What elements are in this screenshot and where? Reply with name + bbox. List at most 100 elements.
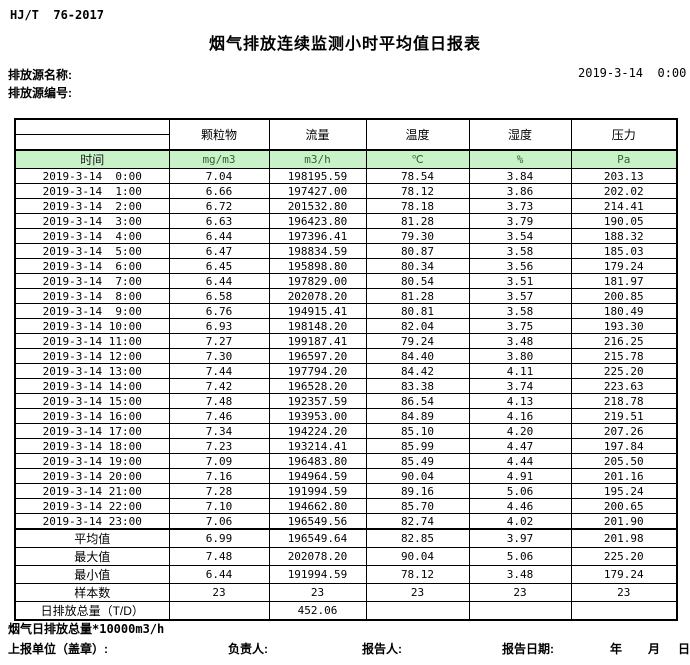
month-label: 月 bbox=[648, 642, 661, 656]
row-value: 193.30 bbox=[570, 318, 678, 334]
row-value: 7.48 bbox=[168, 393, 270, 409]
row-value: 4.11 bbox=[468, 363, 572, 379]
row-value: 194964.59 bbox=[268, 468, 367, 484]
unit-flow: m3/h bbox=[268, 149, 367, 169]
summary-value: 6.44 bbox=[168, 565, 270, 584]
summary-value: 202078.20 bbox=[268, 547, 367, 566]
summary-value: 201.98 bbox=[570, 528, 678, 548]
row-value: 4.20 bbox=[468, 423, 572, 439]
row-value: 6.47 bbox=[168, 243, 270, 259]
row-time: 2019-3-14 1:00 bbox=[14, 183, 170, 199]
row-time: 2019-3-14 20:00 bbox=[14, 468, 170, 484]
row-value: 79.30 bbox=[365, 228, 470, 244]
row-value: 216.25 bbox=[570, 333, 678, 349]
row-value: 6.44 bbox=[168, 273, 270, 289]
table-row: 2019-3-14 2:00 6.72 201532.80 78.18 3.73 214.… bbox=[14, 198, 678, 214]
table-row: 2019-3-14 7:00 6.44 197829.00 80.54 3.51 181.… bbox=[14, 273, 678, 289]
row-value: 81.28 bbox=[365, 213, 470, 229]
row-time: 2019-3-14 21:00 bbox=[14, 483, 170, 499]
row-value: 4.02 bbox=[468, 513, 572, 530]
table-row: 2019-3-14 13:00 7.44 197794.20 84.42 4.11 225… bbox=[14, 363, 678, 379]
row-value: 179.24 bbox=[570, 258, 678, 274]
row-value: 225.20 bbox=[570, 363, 678, 379]
row-value: 7.30 bbox=[168, 348, 270, 364]
row-value: 78.12 bbox=[365, 183, 470, 199]
summary-value: 196549.64 bbox=[268, 528, 367, 548]
summary-value: 3.97 bbox=[468, 528, 572, 548]
row-time: 2019-3-14 14:00 bbox=[14, 378, 170, 394]
row-value: 201.90 bbox=[570, 513, 678, 530]
table-row: 2019-3-14 1:00 6.66 197427.00 78.12 3.86 202.… bbox=[14, 183, 678, 199]
summary-value: 23 bbox=[570, 583, 678, 602]
row-value: 84.40 bbox=[365, 348, 470, 364]
row-value: 7.04 bbox=[168, 168, 270, 184]
row-time: 2019-3-14 2:00 bbox=[14, 198, 170, 214]
row-value: 78.18 bbox=[365, 198, 470, 214]
row-value: 6.44 bbox=[168, 228, 270, 244]
row-value: 3.75 bbox=[468, 318, 572, 334]
row-value: 205.50 bbox=[570, 453, 678, 469]
summary-row: 最大值 7.48 202078.20 90.04 5.06 225.20 bbox=[14, 547, 678, 566]
row-value: 86.54 bbox=[365, 393, 470, 409]
row-value: 194224.20 bbox=[268, 423, 367, 439]
row-value: 7.10 bbox=[168, 498, 270, 514]
summary-label: 样本数 bbox=[14, 583, 170, 602]
summary-label: 最小值 bbox=[14, 565, 170, 584]
header-corner-bottom bbox=[16, 135, 168, 149]
summary-value: 23 bbox=[268, 583, 367, 602]
row-value: 197.84 bbox=[570, 438, 678, 454]
row-value: 191994.59 bbox=[268, 483, 367, 499]
row-value: 7.23 bbox=[168, 438, 270, 454]
total-emission-note: 烟气日排放总量*10000m3/h bbox=[8, 620, 164, 637]
summary-value: 82.85 bbox=[365, 528, 470, 548]
row-value: 190.05 bbox=[570, 213, 678, 229]
row-time: 2019-3-14 18:00 bbox=[14, 438, 170, 454]
column-header-particulate: 颗粒物 bbox=[168, 118, 270, 151]
summary-value: 23 bbox=[365, 583, 470, 602]
row-value: 6.72 bbox=[168, 198, 270, 214]
row-value: 3.58 bbox=[468, 243, 572, 259]
row-value: 3.86 bbox=[468, 183, 572, 199]
row-value: 203.13 bbox=[570, 168, 678, 184]
row-value: 180.49 bbox=[570, 303, 678, 319]
row-time: 2019-3-14 11:00 bbox=[14, 333, 170, 349]
row-value: 79.24 bbox=[365, 333, 470, 349]
row-value: 197829.00 bbox=[268, 273, 367, 289]
table-row: 2019-3-14 15:00 7.48 192357.59 86.54 4.13 218… bbox=[14, 393, 678, 409]
row-value: 198834.59 bbox=[268, 243, 367, 259]
table-summary: 平均值 6.99 196549.64 82.85 3.97 201.98 最大值 7.48 20… bbox=[14, 528, 678, 621]
row-value: 80.34 bbox=[365, 258, 470, 274]
row-value: 5.06 bbox=[468, 483, 572, 499]
row-value: 7.16 bbox=[168, 468, 270, 484]
report-datetime: 2019-3-14 0:00 bbox=[578, 66, 687, 80]
total-emission-note-text: 烟气日排放总量*10000m3/h bbox=[8, 622, 165, 636]
row-value: 215.78 bbox=[570, 348, 678, 364]
row-value: 78.54 bbox=[365, 168, 470, 184]
unit-temperature: ℃ bbox=[365, 149, 470, 169]
row-value: 81.28 bbox=[365, 288, 470, 304]
day-label: 日 bbox=[678, 642, 690, 656]
row-value: 193953.00 bbox=[268, 408, 367, 424]
row-value: 7.28 bbox=[168, 483, 270, 499]
row-value: 198195.59 bbox=[268, 168, 367, 184]
summary-row: 最小值 6.44 191994.59 78.12 3.48 179.24 bbox=[14, 565, 678, 584]
row-time: 2019-3-14 6:00 bbox=[14, 258, 170, 274]
row-value: 85.49 bbox=[365, 453, 470, 469]
row-value: 201.16 bbox=[570, 468, 678, 484]
summary-row: 样本数 23 23 23 23 23 bbox=[14, 583, 678, 602]
row-value: 188.32 bbox=[570, 228, 678, 244]
row-value: 3.80 bbox=[468, 348, 572, 364]
column-header-humidity: 湿度 bbox=[468, 118, 572, 151]
row-value: 7.44 bbox=[168, 363, 270, 379]
summary-value: 6.99 bbox=[168, 528, 270, 548]
row-value: 4.16 bbox=[468, 408, 572, 424]
row-value: 89.16 bbox=[365, 483, 470, 499]
row-value: 195.24 bbox=[570, 483, 678, 499]
row-value: 223.63 bbox=[570, 378, 678, 394]
row-value: 201532.80 bbox=[268, 198, 367, 214]
table-row: 2019-3-14 23:00 7.06 196549.56 82.74 4.02 201… bbox=[14, 513, 678, 530]
row-time: 2019-3-14 3:00 bbox=[14, 213, 170, 229]
row-value: 4.13 bbox=[468, 393, 572, 409]
row-value: 3.79 bbox=[468, 213, 572, 229]
row-value: 4.44 bbox=[468, 453, 572, 469]
